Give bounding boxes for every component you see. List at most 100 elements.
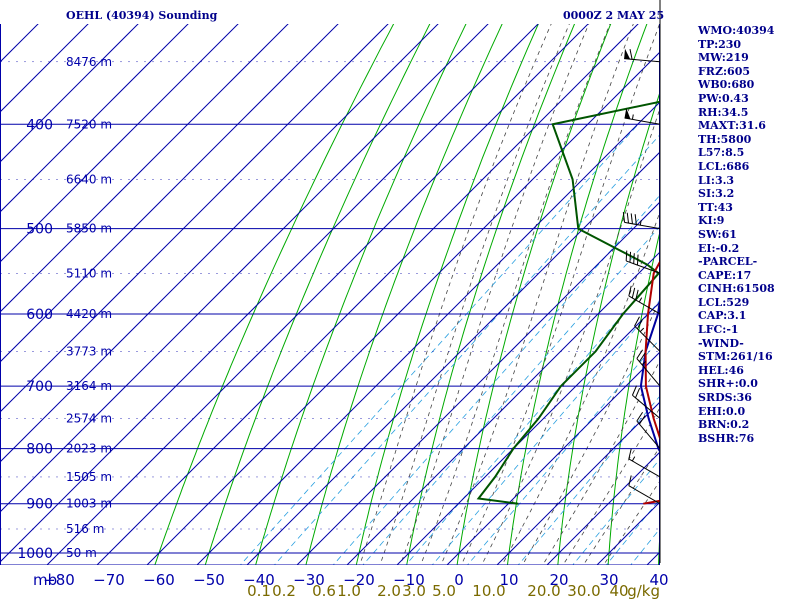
mixing-ratio-label: 40: [609, 582, 628, 600]
barb-full: [635, 388, 641, 399]
barb-full: [636, 349, 644, 359]
isotherm-line: [0, 24, 389, 413]
barb-full: [636, 254, 639, 266]
index-row: FRZ:605: [698, 64, 751, 78]
index-row: TT:43: [698, 200, 733, 214]
height-label: 1003 m: [66, 497, 112, 511]
temperature-tick-label: 0: [454, 571, 464, 589]
dry-adiabat: [305, 24, 503, 565]
mixing-ratio-label: 0.2: [272, 582, 296, 600]
wind-barb: [628, 285, 661, 315]
index-row: MAXT:31.6: [698, 119, 766, 133]
barb-shaft: [636, 420, 661, 449]
height-label: 3164 m: [66, 379, 112, 393]
mixing-ratio-label: 0.1: [247, 582, 271, 600]
index-row: PW:0.43: [698, 91, 749, 105]
barb-full: [626, 212, 629, 224]
index-row: SI:3.2: [698, 187, 735, 201]
barb-half: [631, 456, 636, 462]
temperature-tick-label: 20: [549, 571, 568, 589]
moist-adiabat: [521, 298, 660, 565]
barb-half: [631, 114, 634, 120]
stability-index-panel: WMO:40394 TP:230 MW:219 FRZ:605 WB0:680 PW:0.…: [698, 24, 798, 445]
index-row: STM:261/16: [698, 350, 773, 364]
temperature-tick-label: 30: [599, 571, 618, 589]
barb-full: [628, 475, 632, 486]
mixing-ratio-line: [239, 124, 639, 565]
height-label: 50 m: [66, 546, 97, 560]
moist-adiabat: [582, 446, 660, 565]
moist-adiabat: [481, 107, 660, 565]
index-row: WB0:680: [698, 78, 755, 92]
wind-barb: [624, 108, 661, 125]
moist-adiabat: [460, 24, 660, 565]
dry-adiabat: [204, 24, 431, 565]
index-row: WMO:40394: [698, 24, 775, 37]
temperature-tick-label: −60: [143, 571, 175, 589]
barb-full: [631, 287, 636, 299]
mixing-ratio-label: 1.0: [337, 582, 361, 600]
barb-full: [631, 385, 638, 396]
height-label: 4420 m: [66, 307, 112, 321]
wind-barb: [622, 211, 661, 230]
isotherm-line: [396, 301, 660, 565]
pressure-tick-label: 1000: [17, 546, 53, 562]
barb-shaft: [632, 394, 661, 419]
moist-adiabat: [399, 24, 590, 565]
mixing-ratio-line: [273, 134, 660, 565]
pressure-tick-label: 600: [26, 307, 53, 323]
moist-adiabat: [440, 24, 634, 565]
index-row: EI:-0.2: [698, 241, 740, 255]
dry-adiabat: [557, 90, 660, 565]
height-label: 6640 m: [66, 172, 112, 186]
dry-adiabat: [506, 24, 648, 565]
barb-full: [629, 251, 632, 263]
index-row: HEL:46: [698, 363, 744, 377]
isotherm-line: [0, 24, 439, 463]
wind-barb: [634, 316, 661, 352]
index-row: -WIND-: [698, 336, 744, 350]
index-row: SRDS:36: [698, 391, 752, 405]
index-row: CINH:61508: [698, 282, 775, 296]
barb-full: [628, 448, 632, 460]
height-label: 2574 m: [66, 411, 112, 425]
index-row: TH:5800: [698, 132, 752, 146]
mixing-ratio-unit: g/kg: [627, 582, 660, 600]
barb-shaft: [628, 458, 661, 478]
barb-full: [629, 49, 633, 60]
wind-barb: [631, 385, 661, 419]
mixing-ratio-label: 0.6: [312, 582, 336, 600]
mixing-ratio-label: 10.0: [472, 582, 505, 600]
wind-barb: [628, 475, 661, 505]
wind-barb: [625, 250, 661, 274]
mixing-ratio-line: [605, 498, 660, 565]
mixing-ratio-line: [332, 194, 660, 565]
index-row: L57:8.5: [698, 146, 745, 160]
isotherm-line: [346, 251, 660, 565]
pressure-tick-label: 900: [26, 497, 53, 513]
barb-full: [634, 316, 640, 327]
barb-full: [634, 214, 637, 225]
index-row: MW:219: [698, 51, 749, 65]
index-row: SHR+:0.0: [698, 377, 758, 391]
barb-shaft: [628, 295, 661, 315]
index-row: CAP:3.1: [698, 309, 747, 323]
index-row: KI:9: [698, 214, 725, 228]
index-row: LFC:-1: [698, 323, 739, 337]
barb-full: [639, 415, 646, 425]
barb-full: [625, 250, 628, 261]
temperature-tick-label: −10: [393, 571, 425, 589]
temperature-tick-label: −80: [43, 571, 75, 589]
index-row: BSHR:76: [698, 431, 755, 445]
barb-shaft: [624, 58, 661, 63]
wind-barb: [624, 48, 661, 63]
temperature-tick-label: −40: [243, 571, 275, 589]
index-row: LCL:686: [698, 159, 750, 173]
height-label: 1505 m: [66, 470, 112, 484]
barb-full: [639, 352, 646, 362]
pressure-tick-label: 700: [26, 379, 53, 395]
height-label: 8476 m: [66, 55, 112, 69]
temperature-tick-label: 10: [499, 571, 518, 589]
dry-adiabat: [255, 24, 467, 565]
